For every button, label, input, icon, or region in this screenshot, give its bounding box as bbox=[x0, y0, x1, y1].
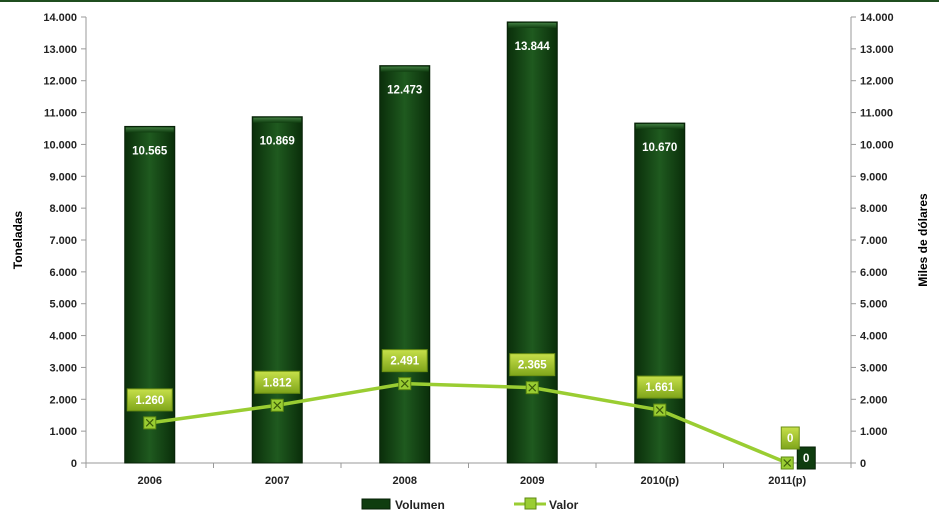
volume-bar bbox=[379, 65, 431, 464]
value-data-label: 1.260 bbox=[135, 395, 164, 407]
right-tick-label: 3.000 bbox=[860, 362, 888, 374]
value-marker-cross bbox=[145, 418, 154, 427]
value-label-box bbox=[636, 375, 683, 399]
value-label-box bbox=[254, 370, 301, 394]
left-tick-label: 5.000 bbox=[49, 299, 77, 311]
volume-data-label: 0 bbox=[803, 453, 809, 465]
value-marker-cross bbox=[783, 459, 792, 467]
value-label-box bbox=[780, 426, 800, 450]
value-line bbox=[149, 381, 788, 465]
volume-data-label: 13.844 bbox=[515, 41, 551, 53]
left-tick-label: 0 bbox=[71, 458, 77, 470]
right-tick-label: 1.000 bbox=[860, 426, 888, 438]
right-tick-label: 0 bbox=[860, 458, 866, 470]
right-tick-label: 6.000 bbox=[860, 267, 888, 279]
left-tick-label: 12.000 bbox=[43, 76, 77, 88]
right-tick-label: 9.000 bbox=[860, 171, 888, 183]
legend-label-volume: Volumen bbox=[395, 498, 445, 512]
value-label-box bbox=[509, 353, 556, 377]
legend-swatch-value-marker bbox=[524, 497, 537, 510]
volume-data-label: 10.565 bbox=[132, 145, 168, 157]
volume-bar-cap bbox=[635, 124, 684, 130]
right-tick-label: 10.000 bbox=[860, 139, 894, 151]
value-marker-cross bbox=[655, 406, 664, 415]
right-tick-label: 7.000 bbox=[860, 235, 888, 247]
y-axis-title-right: Miles de dólares bbox=[916, 193, 930, 287]
x-tick-label: 2010(p) bbox=[640, 475, 679, 487]
right-tick-label: 13.000 bbox=[860, 44, 894, 56]
left-tick-label: 1.000 bbox=[49, 426, 77, 438]
volume-bar-cap bbox=[253, 117, 302, 123]
volume-data-label: 10.670 bbox=[642, 142, 677, 154]
left-tick-label: 14.000 bbox=[43, 12, 77, 24]
left-tick-label: 7.000 bbox=[49, 235, 77, 247]
left-tick-label: 11.000 bbox=[44, 108, 77, 120]
legend-label-value: Valor bbox=[549, 498, 579, 512]
x-tick-label: 2008 bbox=[393, 475, 417, 487]
volume-bar bbox=[506, 21, 558, 464]
legend-swatch-volume bbox=[361, 498, 391, 510]
value-marker-cross bbox=[273, 401, 282, 410]
value-data-label: 0 bbox=[787, 433, 793, 445]
left-tick-label: 6.000 bbox=[49, 267, 77, 279]
left-tick-label: 10.000 bbox=[43, 139, 77, 151]
volume-bar-cap bbox=[380, 66, 429, 72]
x-tick-label: 2009 bbox=[520, 475, 544, 487]
x-tick-label: 2011(p) bbox=[768, 475, 806, 487]
left-tick-label: 4.000 bbox=[49, 331, 77, 343]
left-tick-label: 9.000 bbox=[49, 171, 77, 183]
volume-bar bbox=[124, 125, 176, 464]
right-tick-label: 2.000 bbox=[860, 394, 888, 406]
x-tick-label: 2006 bbox=[138, 475, 162, 487]
y-axis-title-left: Toneladas bbox=[11, 210, 25, 269]
value-data-label: 1.661 bbox=[645, 382, 674, 394]
volume-bar-cap bbox=[125, 127, 174, 133]
left-tick-label: 2.000 bbox=[49, 394, 77, 406]
left-tick-label: 3.000 bbox=[49, 362, 77, 374]
value-marker-cross bbox=[400, 379, 409, 388]
value-marker-cross bbox=[528, 383, 537, 392]
right-tick-label: 8.000 bbox=[860, 203, 888, 215]
x-tick-label: 2007 bbox=[265, 475, 289, 487]
right-tick-label: 12.000 bbox=[860, 76, 894, 88]
value-data-label: 2.491 bbox=[390, 356, 419, 368]
left-tick-label: 8.000 bbox=[49, 203, 77, 215]
volume-data-label: 12.473 bbox=[387, 85, 422, 97]
volume-zero-label-box bbox=[796, 446, 816, 470]
right-tick-label: 11.000 bbox=[860, 108, 893, 120]
volume-data-label: 10.869 bbox=[260, 136, 295, 148]
right-tick-label: 5.000 bbox=[860, 299, 888, 311]
right-tick-label: 14.000 bbox=[860, 12, 894, 24]
value-label-box bbox=[126, 388, 173, 412]
value-data-label: 1.812 bbox=[263, 377, 292, 389]
value-label-box bbox=[381, 349, 428, 373]
value-data-label: 2.365 bbox=[518, 360, 547, 372]
top-border bbox=[0, 0, 939, 2]
volume-bar-cap bbox=[508, 22, 557, 28]
right-tick-label: 4.000 bbox=[860, 331, 888, 343]
left-tick-label: 13.000 bbox=[43, 44, 77, 56]
